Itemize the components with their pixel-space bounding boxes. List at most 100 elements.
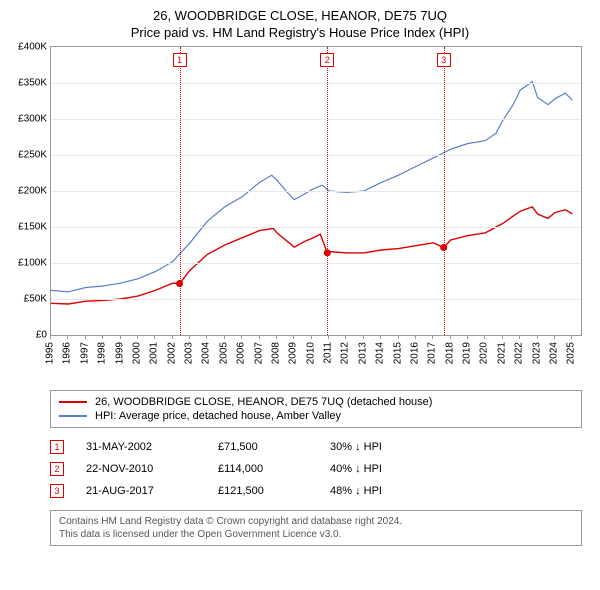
x-tick: [224, 335, 225, 339]
x-tick: [415, 335, 416, 339]
y-axis-label: £0: [36, 330, 47, 341]
x-tick: [241, 335, 242, 339]
x-tick: [293, 335, 294, 339]
title-subtitle: Price paid vs. HM Land Registry's House …: [12, 25, 588, 40]
x-axis-label: 2013: [357, 342, 368, 364]
y-axis-label: £350K: [18, 78, 47, 89]
y-axis-label: £150K: [18, 222, 47, 233]
x-tick: [484, 335, 485, 339]
x-axis-label: 2025: [566, 342, 577, 364]
x-axis-label: 2020: [479, 342, 490, 364]
x-axis-label: 2003: [184, 342, 195, 364]
series-price_paid: [51, 207, 572, 304]
x-axis-label: 2010: [305, 342, 316, 364]
y-axis-label: £100K: [18, 258, 47, 269]
x-axis-label: 2017: [427, 342, 438, 364]
x-axis-label: 2014: [375, 342, 386, 364]
title-block: 26, WOODBRIDGE CLOSE, HEANOR, DE75 7UQ P…: [12, 8, 588, 40]
transaction-delta: 48% ↓ HPI: [330, 485, 430, 497]
legend: 26, WOODBRIDGE CLOSE, HEANOR, DE75 7UQ (…: [50, 390, 582, 428]
x-tick: [137, 335, 138, 339]
legend-row: HPI: Average price, detached house, Ambe…: [59, 409, 573, 423]
transaction-row: 2 22-NOV-2010 £114,000 40% ↓ HPI: [50, 458, 582, 480]
x-tick: [554, 335, 555, 339]
x-axis-label: 1997: [79, 342, 90, 364]
x-tick: [85, 335, 86, 339]
transaction-price: £71,500: [218, 441, 308, 453]
x-axis-label: 2021: [496, 342, 507, 364]
y-gridline: [51, 155, 581, 156]
y-gridline: [51, 83, 581, 84]
x-tick: [172, 335, 173, 339]
x-axis-label: 1999: [114, 342, 125, 364]
legend-row: 26, WOODBRIDGE CLOSE, HEANOR, DE75 7UQ (…: [59, 395, 573, 409]
x-tick: [120, 335, 121, 339]
x-tick: [363, 335, 364, 339]
y-axis-label: £250K: [18, 150, 47, 161]
x-axis-label: 2005: [218, 342, 229, 364]
y-axis-label: £400K: [18, 42, 47, 53]
x-axis-label: 2019: [462, 342, 473, 364]
x-axis-label: 2011: [323, 342, 334, 364]
sale-marker-line: [444, 47, 445, 335]
x-axis-label: 2016: [409, 342, 420, 364]
x-tick: [537, 335, 538, 339]
x-tick: [154, 335, 155, 339]
x-tick: [519, 335, 520, 339]
x-tick: [328, 335, 329, 339]
title-address: 26, WOODBRIDGE CLOSE, HEANOR, DE75 7UQ: [12, 8, 588, 23]
x-axis-label: 1998: [97, 342, 108, 364]
transaction-row: 131-MAY-2002£71,50030% ↓ HPI: [50, 436, 582, 458]
x-tick: [259, 335, 260, 339]
x-axis-label: 2001: [149, 342, 160, 364]
legend-swatch: [59, 415, 87, 417]
legend-label: 26, WOODBRIDGE CLOSE, HEANOR, DE75 7UQ (…: [95, 396, 432, 408]
legend-swatch: [59, 401, 87, 403]
transaction-marker: 3: [50, 484, 64, 498]
x-axis-label: 2006: [236, 342, 247, 364]
x-tick: [276, 335, 277, 339]
sale-marker-line: [327, 47, 328, 335]
x-axis-label: 2022: [514, 342, 525, 364]
y-axis-label: £50K: [24, 294, 47, 305]
x-axis-label: 2008: [270, 342, 281, 364]
chart-container: 26, WOODBRIDGE CLOSE, HEANOR, DE75 7UQ P…: [0, 0, 600, 554]
x-axis-label: 2024: [548, 342, 559, 364]
transaction-price: £114,000: [218, 463, 308, 475]
transaction-row: 3 21-AUG-2017 £121,500 48% ↓ HPI: [50, 480, 582, 502]
x-tick: [432, 335, 433, 339]
x-axis-label: 2023: [531, 342, 542, 364]
transaction-delta: 40% ↓ HPI: [330, 463, 430, 475]
x-tick: [311, 335, 312, 339]
x-tick: [502, 335, 503, 339]
attribution-footer: Contains HM Land Registry data © Crown c…: [50, 510, 582, 546]
y-gridline: [51, 299, 581, 300]
transaction-date: 21-AUG-2017: [86, 485, 196, 497]
x-axis: 1995199619971998199920002001200220032004…: [50, 336, 582, 386]
x-axis-label: 2018: [444, 342, 455, 364]
transaction-price: £121,500: [218, 485, 308, 497]
sale-marker-badge: 3: [437, 53, 451, 67]
x-tick: [345, 335, 346, 339]
x-axis-label: 2004: [201, 342, 212, 364]
x-tick: [206, 335, 207, 339]
y-gridline: [51, 119, 581, 120]
transaction-date: 22-NOV-2010: [86, 463, 196, 475]
x-tick: [398, 335, 399, 339]
chart-area: £0£50K£100K£150K£200K£250K£300K£350K£400…: [50, 46, 582, 386]
x-axis-label: 2000: [131, 342, 142, 364]
series-hpi: [51, 82, 572, 292]
y-axis-label: £300K: [18, 114, 47, 125]
transaction-marker: 2: [50, 462, 64, 476]
legend-label: HPI: Average price, detached house, Ambe…: [95, 410, 341, 422]
x-axis-label: 2009: [288, 342, 299, 364]
x-axis-label: 2007: [253, 342, 264, 364]
y-axis-label: £200K: [18, 186, 47, 197]
transaction-marker: 1: [50, 440, 64, 454]
x-tick: [50, 335, 51, 339]
transaction-delta: 30% ↓ HPI: [330, 441, 430, 453]
x-tick: [450, 335, 451, 339]
x-tick: [189, 335, 190, 339]
x-axis-label: 2015: [392, 342, 403, 364]
x-axis-label: 1995: [45, 342, 56, 364]
